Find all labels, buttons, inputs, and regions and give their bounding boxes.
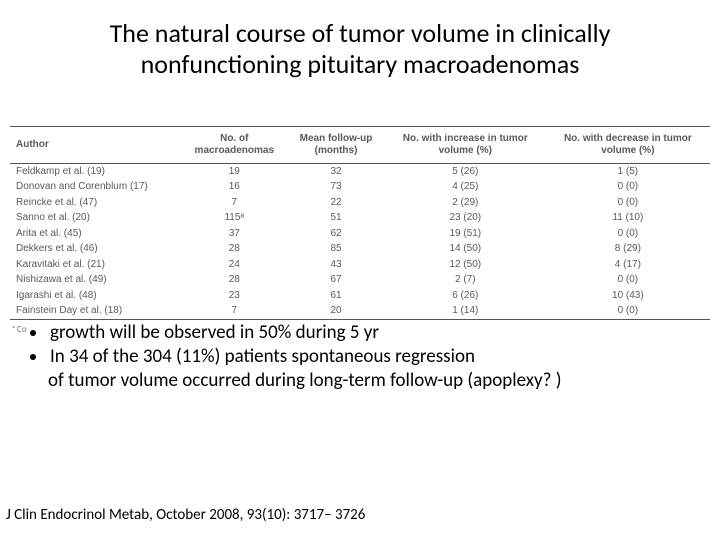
table-cell: 2 (7) [385, 273, 546, 289]
table-cell: 85 [287, 242, 385, 258]
table-row: Dekkers et al. (46)288514 (50)8 (29) [10, 242, 710, 258]
table-row: Feldkamp et al. (19)19325 (26)1 (5) [10, 164, 710, 180]
table-cell: 0 (0) [546, 273, 710, 289]
bullet-1: growth will be observed in 50% during 5 … [48, 321, 720, 345]
data-table-wrap: Author No. ofmacroadenomas Mean follow-u… [10, 126, 710, 320]
table-row: Reincke et al. (47)7222 (29)0 (0) [10, 195, 710, 211]
table-cell: 4 (17) [546, 257, 710, 273]
bullet-2-cont: of tumor volume occurred during long-ter… [48, 369, 720, 393]
table-cell: Fainstein Day et al. (18) [10, 304, 181, 320]
table-cell: Donovan and Corenblum (17) [10, 180, 181, 196]
table-cell: 10 (43) [546, 288, 710, 304]
table-cell: 1 (5) [546, 164, 710, 180]
table-cell: 0 (0) [546, 180, 710, 196]
table-cell: 2 (29) [385, 195, 546, 211]
citation: J Clin Endocrinol Metab, October 2008, 9… [6, 506, 365, 524]
table-cell: 67 [287, 273, 385, 289]
table-cell: 8 (29) [546, 242, 710, 258]
table-cell: 7 [181, 195, 287, 211]
table-cell: Arita et al. (45) [10, 226, 181, 242]
table-cell: 28 [181, 242, 287, 258]
table-cell: 5 (26) [385, 164, 546, 180]
table-cell: 28 [181, 273, 287, 289]
col-author: Author [10, 127, 181, 164]
table-cell: 19 [181, 164, 287, 180]
table-cell: Sanno et al. (20) [10, 211, 181, 227]
slide-title: The natural course of tumor volume in cl… [0, 0, 720, 88]
bullet-list: growth will be observed in 50% during 5 … [48, 321, 720, 369]
table-row: Nishizawa et al. (49)28672 (7)0 (0) [10, 273, 710, 289]
table-cell: 51 [287, 211, 385, 227]
table-cell: 32 [287, 164, 385, 180]
table-cell: 7 [181, 304, 287, 320]
table-cell: Feldkamp et al. (19) [10, 164, 181, 180]
table-cell: 43 [287, 257, 385, 273]
table-cell: 73 [287, 180, 385, 196]
col-followup: Mean follow-up(months) [287, 127, 385, 164]
col-n-macro: No. ofmacroadenomas [181, 127, 287, 164]
bullet-2: In 34 of the 304 (11%) patients spontane… [48, 345, 720, 369]
table-cell: 24 [181, 257, 287, 273]
table-cell: 23 (20) [385, 211, 546, 227]
table-cell: 19 (51) [385, 226, 546, 242]
table-cell: 6 (26) [385, 288, 546, 304]
table-cell: 22 [287, 195, 385, 211]
table-cell: 62 [287, 226, 385, 242]
table-cell: 0 (0) [546, 195, 710, 211]
table-cell: 0 (0) [546, 304, 710, 320]
table-cell: Karavitaki et al. (21) [10, 257, 181, 273]
data-table: Author No. ofmacroadenomas Mean follow-u… [10, 126, 710, 320]
table-cell: Igarashi et al. (48) [10, 288, 181, 304]
table-cell: 16 [181, 180, 287, 196]
table-cell: 37 [181, 226, 287, 242]
col-increase: No. with increase in tumorvolume (%) [385, 127, 546, 164]
table-header-row: Author No. ofmacroadenomas Mean follow-u… [10, 127, 710, 164]
table-row: Fainstein Day et al. (18)7201 (14)0 (0) [10, 304, 710, 320]
table-cell: Nishizawa et al. (49) [10, 273, 181, 289]
table-cell: 14 (50) [385, 242, 546, 258]
table-cell: 61 [287, 288, 385, 304]
table-row: Karavitaki et al. (21)244312 (50)4 (17) [10, 257, 710, 273]
table-row: Arita et al. (45)376219 (51)0 (0) [10, 226, 710, 242]
table-cell: Reincke et al. (47) [10, 195, 181, 211]
col-decrease: No. with decrease in tumorvolume (%) [546, 127, 710, 164]
table-cell: 4 (25) [385, 180, 546, 196]
table-cell: 11 (10) [546, 211, 710, 227]
table-cell: 12 (50) [385, 257, 546, 273]
table-row: Donovan and Corenblum (17)16734 (25)0 (0… [10, 180, 710, 196]
table-cell: 20 [287, 304, 385, 320]
table-cell: 115ᵃ [181, 211, 287, 227]
table-cell: 23 [181, 288, 287, 304]
table-cell: 1 (14) [385, 304, 546, 320]
table-row: Igarashi et al. (48)23616 (26)10 (43) [10, 288, 710, 304]
table-cell: Dekkers et al. (46) [10, 242, 181, 258]
table-row: Sanno et al. (20)115ᵃ5123 (20)11 (10) [10, 211, 710, 227]
table-cell: 0 (0) [546, 226, 710, 242]
